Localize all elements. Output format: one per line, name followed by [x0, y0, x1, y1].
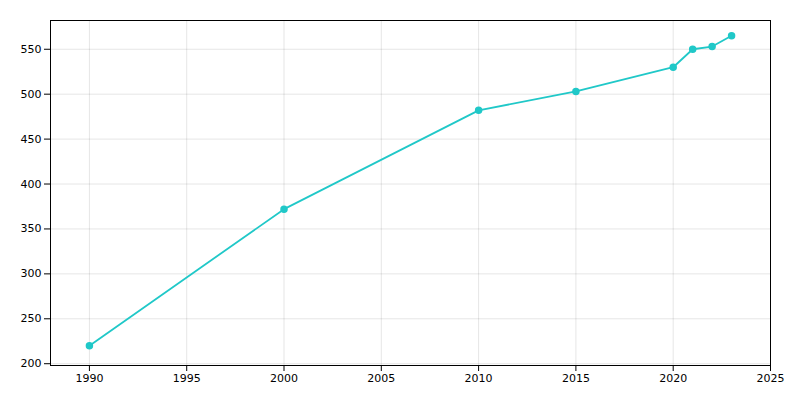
svg-text:500: 500 [21, 88, 42, 101]
svg-text:250: 250 [21, 312, 42, 325]
svg-text:2010: 2010 [465, 372, 493, 385]
svg-text:400: 400 [21, 178, 42, 191]
svg-text:2015: 2015 [562, 372, 590, 385]
svg-text:1990: 1990 [75, 372, 103, 385]
svg-text:200: 200 [21, 357, 42, 370]
svg-text:300: 300 [21, 267, 42, 280]
svg-text:2000: 2000 [270, 372, 298, 385]
svg-text:2005: 2005 [367, 372, 395, 385]
svg-text:450: 450 [21, 133, 42, 146]
svg-text:550: 550 [21, 43, 42, 56]
svg-text:1995: 1995 [173, 372, 201, 385]
svg-text:2025: 2025 [757, 372, 785, 385]
svg-text:2020: 2020 [659, 372, 687, 385]
svg-text:350: 350 [21, 222, 42, 235]
